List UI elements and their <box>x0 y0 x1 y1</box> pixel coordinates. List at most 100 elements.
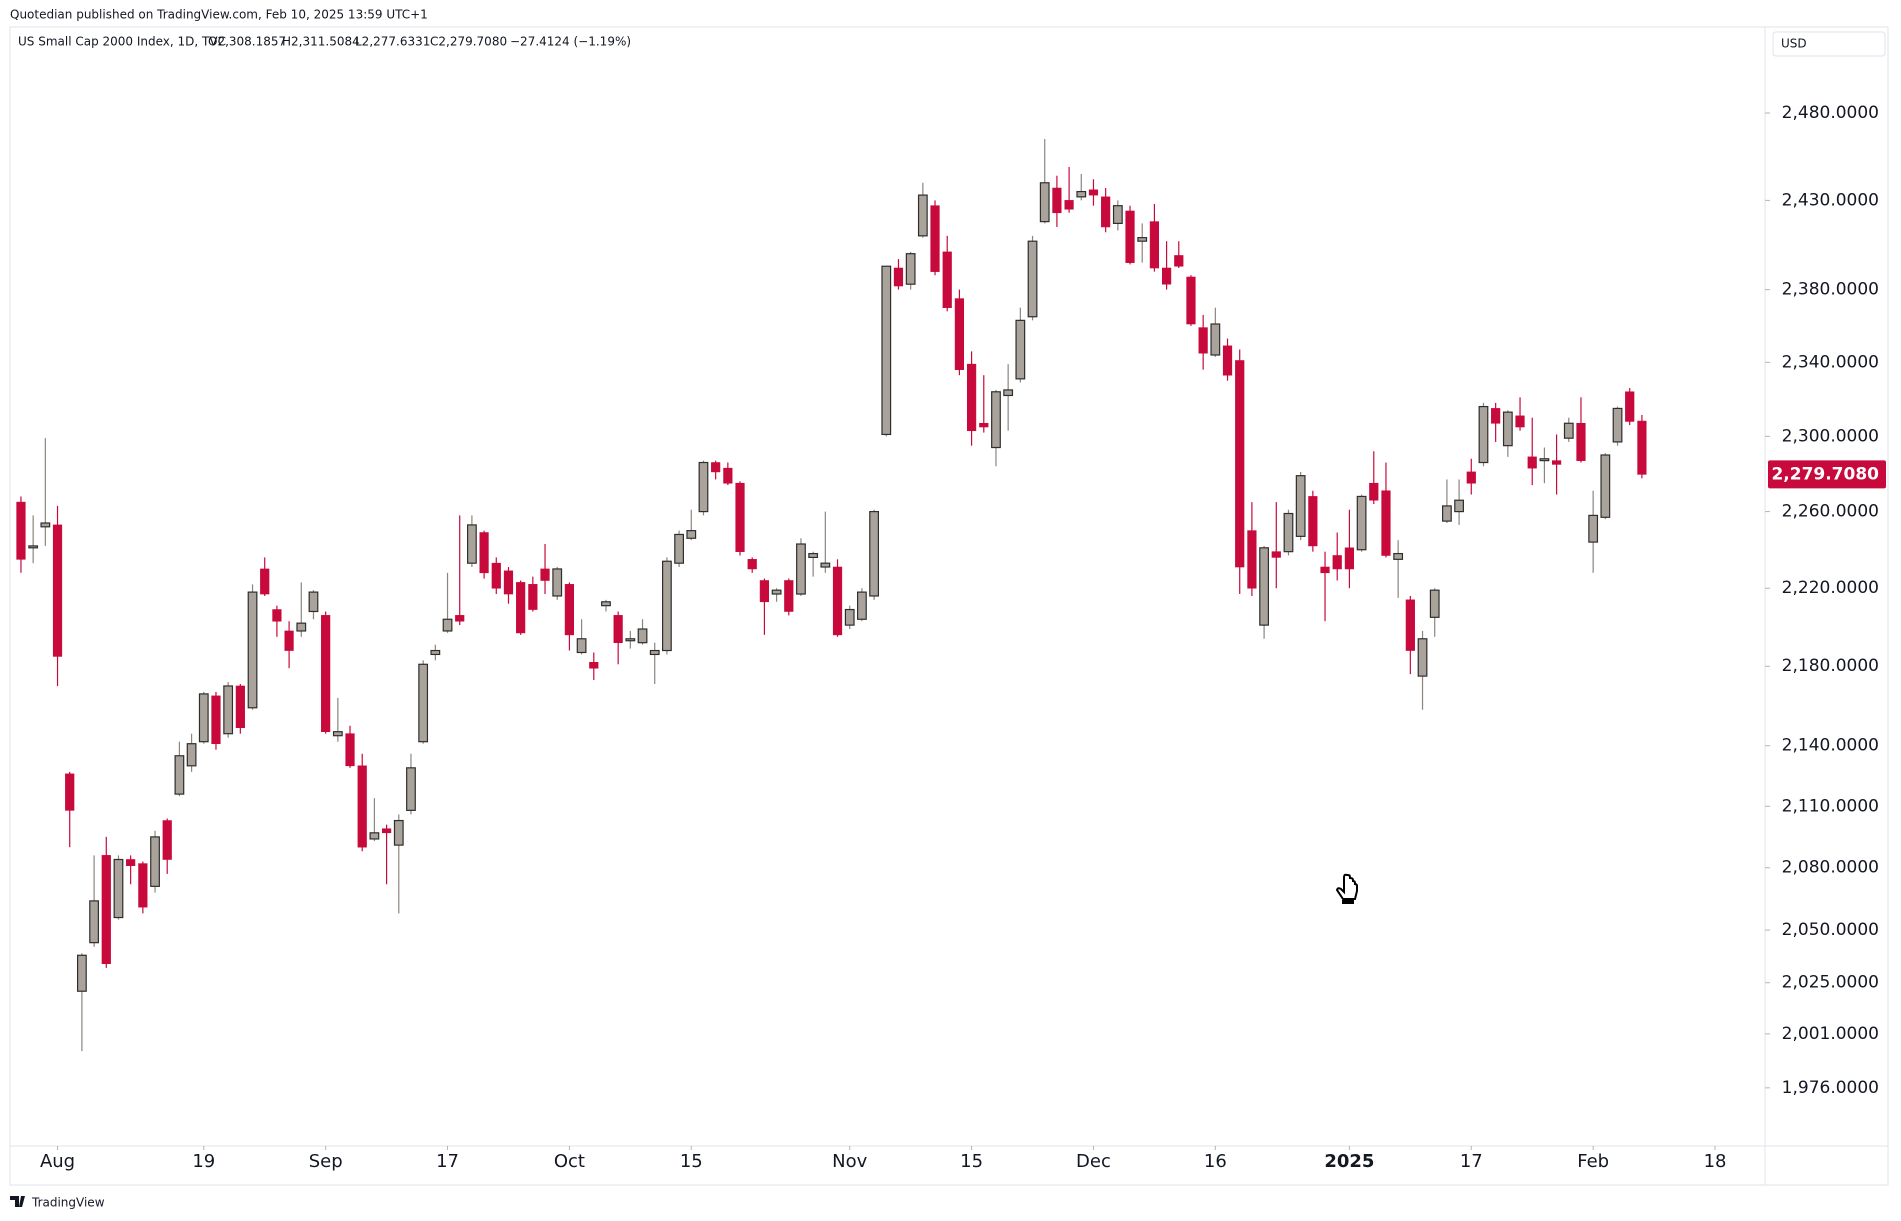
candle-body <box>1588 514 1599 543</box>
candle-body <box>1417 638 1428 677</box>
change: −27.4124 (−1.19%) <box>510 35 631 49</box>
y-tick-label: 2,180.0000 <box>1782 656 1879 676</box>
candle-body <box>1235 360 1245 568</box>
y-tick-label: 2,110.0000 <box>1782 796 1879 816</box>
candle-body <box>272 609 282 622</box>
footer: TradingView <box>31 1196 105 1210</box>
y-tick-label: 2,260.0000 <box>1782 502 1879 522</box>
footer-logo <box>10 1196 25 1207</box>
candle-body <box>369 832 380 840</box>
y-tick-label: 2,380.0000 <box>1782 280 1879 300</box>
candle-body <box>1174 255 1184 267</box>
candle-body <box>1088 189 1099 196</box>
candle-body <box>917 194 928 237</box>
candle-body <box>1502 411 1513 447</box>
candle-body <box>1478 405 1489 464</box>
candle-body <box>284 630 294 651</box>
last-price-label: 2,279.7080 <box>1771 464 1879 484</box>
currency[interactable]: USD <box>1781 37 1807 51</box>
y-tick-label: 2,430.0000 <box>1782 190 1879 210</box>
x-tick-label: 18 <box>1704 1151 1727 1172</box>
candle-body <box>235 685 245 729</box>
candle-body <box>308 591 319 613</box>
candle-body <box>1576 422 1586 461</box>
ohlc-high: H2,311.5084 <box>282 35 360 49</box>
x-tick-label: 16 <box>1204 1151 1227 1172</box>
candle-body <box>711 462 721 473</box>
candle-body <box>564 584 575 636</box>
candle-body <box>979 422 989 428</box>
candle-body <box>1015 319 1026 380</box>
candle-body <box>576 638 587 654</box>
candle-body <box>686 530 697 539</box>
candle-body <box>1161 267 1172 285</box>
candle-body <box>601 601 611 607</box>
candle-body <box>808 552 819 559</box>
candle-body <box>101 855 111 965</box>
candle-body <box>1283 512 1294 553</box>
candle-body <box>613 615 623 643</box>
candle-body <box>491 562 501 589</box>
candle-body <box>1637 420 1647 475</box>
candle-body <box>1539 458 1550 462</box>
candle-body <box>332 731 343 737</box>
candle-body <box>1149 221 1160 269</box>
candle-body <box>528 584 538 610</box>
candle-body <box>991 391 1001 449</box>
candle-body <box>723 467 733 484</box>
x-tick-label: Oct <box>554 1151 585 1172</box>
candle-body <box>479 532 489 574</box>
candle-body <box>1381 490 1391 556</box>
candle-body <box>1332 555 1342 570</box>
candle-body <box>881 265 892 436</box>
candle-body <box>1612 407 1623 443</box>
candle-body <box>1198 327 1208 354</box>
candle-body <box>832 566 843 636</box>
candle-body <box>552 568 563 597</box>
candle-body <box>1210 323 1221 356</box>
candle-body <box>1052 187 1062 214</box>
candle-body <box>1600 454 1611 518</box>
candle-body <box>89 900 99 944</box>
candle-body <box>1527 456 1537 469</box>
candle-body <box>418 663 429 743</box>
candle-body <box>771 589 782 595</box>
candle-body <box>625 638 636 642</box>
candle-body <box>662 560 672 652</box>
frame <box>9 26 1889 1186</box>
x-tick-label: 2025 <box>1324 1151 1374 1172</box>
candle-body <box>1039 182 1050 223</box>
candle-body <box>211 695 221 745</box>
candle-body <box>1625 391 1635 422</box>
candle-body <box>735 482 745 552</box>
y-tick-label: 2,001.0000 <box>1782 1024 1879 1044</box>
candle-body <box>820 562 831 568</box>
candle-body <box>674 533 684 564</box>
candle-body <box>455 615 465 622</box>
y-tick-label: 2,050.0000 <box>1782 920 1879 940</box>
candle-body <box>357 765 367 848</box>
chart-title: US Small Cap 2000 Index, 1D, TVC <box>18 35 226 49</box>
candle-body <box>905 253 916 285</box>
candle-body <box>113 858 124 919</box>
candle-body <box>759 580 770 603</box>
candle-body <box>637 628 648 644</box>
candle-body <box>1308 496 1318 547</box>
candle-body <box>442 618 453 632</box>
candle-body <box>540 568 550 581</box>
candle-body <box>1003 389 1014 397</box>
candle-body <box>28 545 39 549</box>
candle-body <box>1515 415 1525 428</box>
candle-body <box>1259 547 1269 626</box>
candle-body <box>1295 475 1306 537</box>
candle-body <box>40 522 51 528</box>
candle-body <box>1064 200 1074 210</box>
candle-body <box>1112 205 1123 225</box>
candle-body <box>16 501 26 560</box>
candle-body <box>138 863 148 908</box>
candle-body <box>516 582 526 634</box>
candle-body <box>52 524 63 657</box>
currency-box[interactable] <box>1772 31 1886 57</box>
candle-body <box>1551 460 1562 465</box>
